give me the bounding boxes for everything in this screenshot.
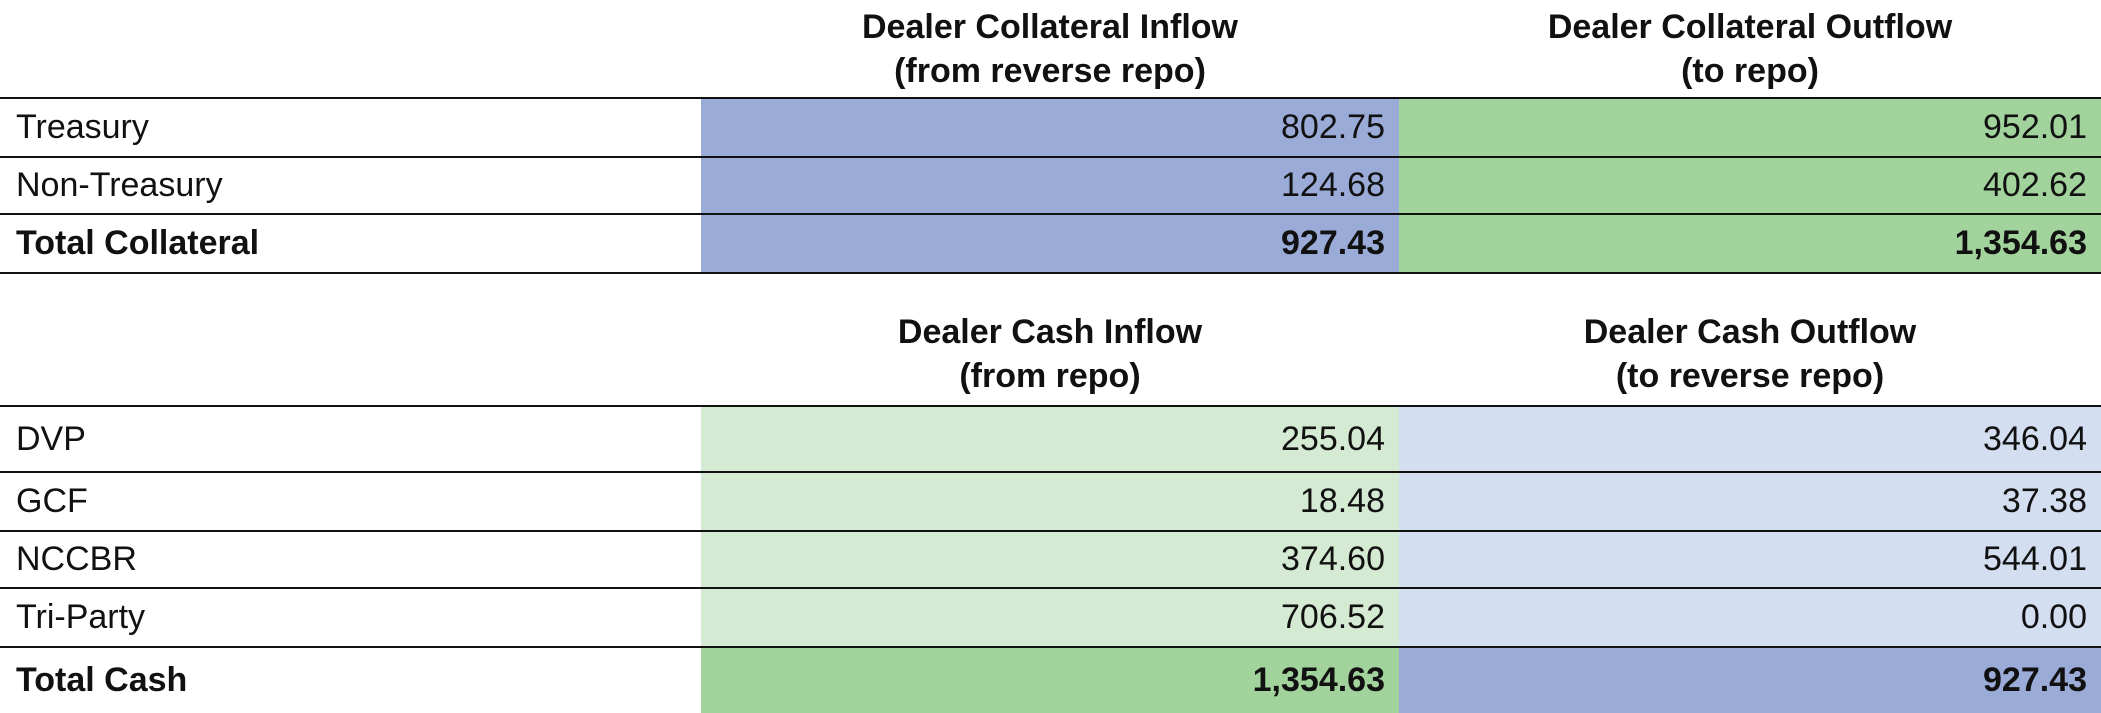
column-header: (from repo)	[959, 357, 1141, 395]
row-label: GCF	[16, 482, 88, 520]
value-cell: 374.60	[701, 531, 1399, 588]
row-label: Total Collateral	[16, 224, 260, 262]
column-header: Dealer Cash Outflow	[1583, 313, 1917, 351]
row-rule	[0, 587, 2101, 589]
column-header: (from reverse repo)	[894, 52, 1206, 90]
value-cell: 544.01	[1399, 531, 2101, 588]
value-cell: 402.62	[1399, 157, 2101, 214]
value-cell: 802.75	[701, 98, 1399, 157]
row-label: Treasury	[16, 108, 149, 146]
value-cell: 346.04	[1399, 406, 2101, 472]
row-label: Total Cash	[16, 660, 188, 699]
row-label: Tri-Party	[16, 598, 146, 636]
row-rule	[0, 646, 2101, 648]
value-cell: 1,354.63	[1399, 214, 2101, 273]
value-cell: 255.04	[701, 406, 1399, 472]
column-header: Dealer Collateral Outflow	[1547, 8, 1953, 46]
column-header: Dealer Cash Inflow	[897, 313, 1203, 351]
column-header: Dealer Collateral Inflow	[862, 8, 1238, 46]
value-cell: 124.68	[701, 157, 1399, 214]
value-cell: 927.43	[1399, 647, 2101, 713]
column-header: (to reverse repo)	[1615, 357, 1885, 395]
value-cell: 952.01	[1399, 98, 2101, 157]
column-header: (to repo)	[1681, 52, 1819, 90]
value-cell: 706.52	[701, 588, 1399, 647]
value-cell: 18.48	[701, 472, 1399, 531]
row-rule	[0, 530, 2101, 532]
row-label: NCCBR	[16, 540, 137, 578]
row-rule	[0, 272, 2101, 274]
row-rule	[0, 156, 2101, 158]
value-cell: 927.43	[701, 214, 1399, 273]
row-rule	[0, 405, 2101, 407]
value-cell: 0.00	[1399, 588, 2101, 647]
row-label: DVP	[16, 419, 86, 458]
row-rule	[0, 97, 2101, 99]
value-cell: 1,354.63	[701, 647, 1399, 713]
row-rule	[0, 471, 2101, 473]
value-cell: 37.38	[1399, 472, 2101, 531]
row-rule	[0, 213, 2101, 215]
row-label: Non-Treasury	[16, 166, 223, 204]
